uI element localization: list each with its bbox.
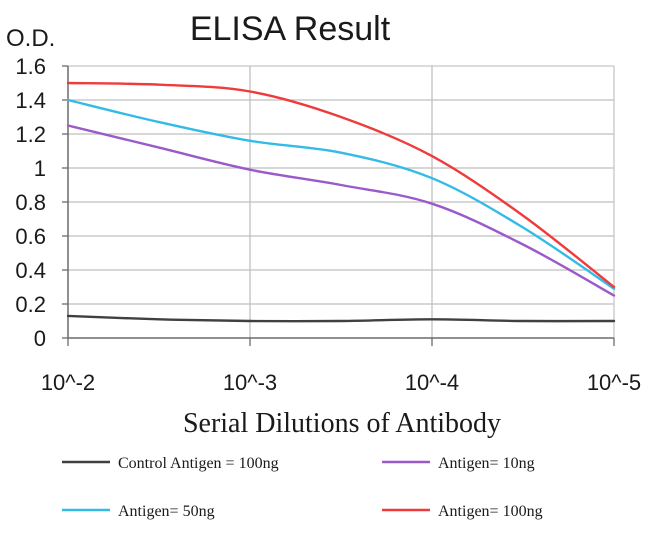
series-lines xyxy=(66,81,616,323)
y-tick-label: 0.8 xyxy=(15,190,46,215)
series-line-antigen-50ng xyxy=(66,98,616,290)
axes xyxy=(62,65,615,346)
legend-label: Antigen= 10ng xyxy=(438,455,535,472)
series-line-control-antigen-100ng xyxy=(66,314,616,323)
y-tick-label: 1.6 xyxy=(15,54,46,79)
y-tick-label: 1.2 xyxy=(15,122,46,147)
x-tick-label: 10^-3 xyxy=(223,370,277,395)
legend-label: Control Antigen = 100ng xyxy=(118,455,279,472)
y-tick-label: 0.6 xyxy=(15,224,46,249)
y-axis-label: O.D. xyxy=(6,25,55,52)
x-tick-label: 10^-2 xyxy=(41,370,95,395)
legend: Control Antigen = 100ng Antigen= 10ng Anti… xyxy=(62,455,543,520)
tick-labels: 0 0.2 0.4 0.6 0.8 1 1.2 1.4 1.6 10^-2 10^-3 10^-4 10… xyxy=(15,54,641,395)
y-tick-label: 1.4 xyxy=(15,88,46,113)
series-line-antigen-10ng xyxy=(66,124,616,297)
grid xyxy=(67,65,615,339)
y-tick-label: 0.4 xyxy=(15,258,46,283)
chart-title: ELISA Result xyxy=(190,10,391,48)
legend-label: Antigen= 100ng xyxy=(438,503,543,520)
legend-label: Antigen= 50ng xyxy=(118,503,215,520)
y-tick-label: 1 xyxy=(34,156,46,181)
x-tick-label: 10^-5 xyxy=(587,370,641,395)
y-tick-label: 0 xyxy=(34,326,46,351)
series-line-antigen-100ng xyxy=(66,81,616,289)
y-tick-label: 0.2 xyxy=(15,292,46,317)
x-axis-label: Serial Dilutions of Antibody xyxy=(183,408,501,439)
x-tick-label: 10^-4 xyxy=(405,370,459,395)
